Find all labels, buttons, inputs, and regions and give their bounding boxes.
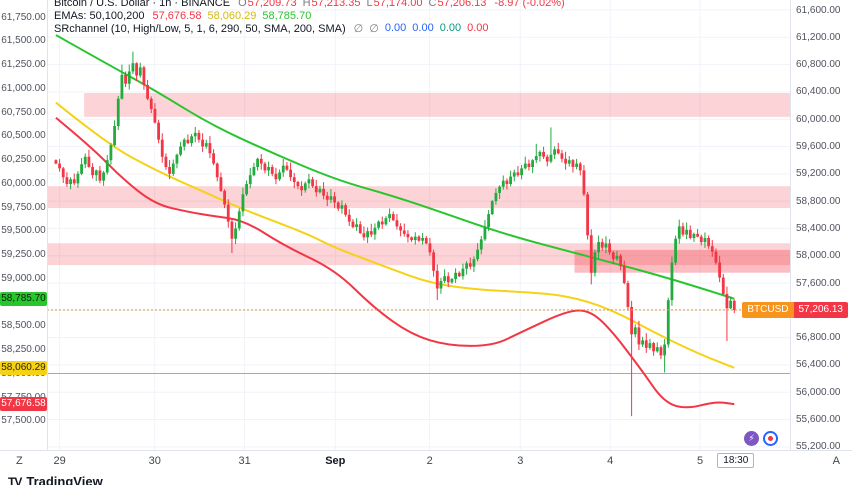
srchannel-values: ∅ ∅ 0.00 0.00 0.00 0.00 bbox=[354, 22, 489, 35]
left-price-label: 57,500.00 bbox=[1, 415, 46, 427]
grid-lines bbox=[47, 0, 790, 450]
bar-countdown-box: 18:30 bbox=[717, 453, 755, 468]
auto-scale-button[interactable]: A bbox=[832, 455, 840, 467]
time-label: 29 bbox=[53, 455, 66, 467]
right-price-label: 58,400.00 bbox=[796, 222, 841, 234]
ohlc-value: 57,174.00 bbox=[373, 0, 423, 9]
footer-bar: TV TradingView bbox=[0, 472, 852, 485]
srchannel-indicator-title: SRchannel (10, High/Low, 5, 1, 6, 290, 5… bbox=[54, 22, 346, 35]
tradingview-logo-text: TradingView bbox=[26, 474, 103, 485]
left-price-label: 61,250.00 bbox=[1, 59, 46, 71]
indicator-value: 0.00 bbox=[467, 22, 489, 34]
ema50-line bbox=[55, 116, 735, 409]
indicator-value: 57,676.58 bbox=[152, 9, 202, 22]
time-label: 2 bbox=[426, 455, 433, 467]
ohlc-value: 57,213.35 bbox=[311, 0, 361, 9]
ema-indicator-title: EMAs: 50,100,200 bbox=[54, 9, 145, 22]
lightning-icon: ⚡ bbox=[748, 433, 755, 443]
ohlc-letter: L bbox=[366, 0, 373, 9]
time-label: 5 bbox=[697, 455, 704, 467]
ema-value-badge: 58,785.70 bbox=[0, 291, 47, 306]
ema-value-badge: 57,676.58 bbox=[0, 397, 47, 412]
right-price-axis[interactable]: 61,600.00 61,200.00 60,800.00 60,400.00 60,0… bbox=[790, 0, 852, 453]
right-price-label: 57,600.00 bbox=[796, 277, 841, 289]
ohlc-value: 57,209.73 bbox=[247, 0, 297, 9]
left-price-label: 61,750.00 bbox=[1, 11, 46, 23]
time-label: 30 bbox=[148, 455, 161, 467]
time-axis[interactable]: Z 18:30 A 29 30 31 Sep 2 3 4 5 bbox=[0, 450, 852, 473]
indicator-value: 58,785.70 bbox=[262, 9, 312, 22]
ohlc-letter: C bbox=[428, 0, 437, 9]
left-price-label: 60,250.00 bbox=[1, 154, 46, 166]
right-price-label: 56,400.00 bbox=[796, 359, 841, 371]
sr-zones bbox=[47, 93, 790, 273]
ohlc-letter: H bbox=[302, 0, 311, 9]
left-price-label: 58,500.00 bbox=[1, 320, 46, 332]
ohlc-letter: O bbox=[238, 0, 247, 9]
right-price-label: 60,400.00 bbox=[796, 86, 841, 98]
right-price-label: 58,000.00 bbox=[796, 250, 841, 262]
right-price-label: 59,200.00 bbox=[796, 168, 841, 180]
ohlc-value: 57,206.13 bbox=[437, 0, 487, 9]
left-price-label: 60,750.00 bbox=[1, 106, 46, 118]
left-price-label: 59,000.00 bbox=[1, 272, 46, 284]
right-price-label: 61,600.00 bbox=[796, 4, 841, 16]
right-price-label: 59,600.00 bbox=[796, 141, 841, 153]
ema100-line bbox=[55, 101, 735, 369]
boost-button[interactable]: ⚡ bbox=[744, 431, 759, 446]
ema200-line bbox=[55, 34, 735, 300]
tradingview-logo-mark: TV bbox=[8, 474, 22, 485]
indicator-value: 0.00 bbox=[384, 22, 407, 34]
indicator-value: ∅ bbox=[369, 23, 379, 35]
chart-legend: Bitcoin / U.S. Dollar · 1h · BINANCE O57… bbox=[54, 0, 565, 35]
symbol-label: BTCUSD bbox=[742, 301, 794, 318]
left-price-axis[interactable]: 62,000.0061,750.0061,500.0061,250.0061,0… bbox=[0, 0, 48, 450]
chart-pane[interactable] bbox=[0, 0, 852, 450]
ohlc-values: O57,209.73 H57,213.35 L57,174.00 C57,206.13 bbox=[238, 0, 486, 9]
ema-values: 57,676.58 58,060.29 58,785.70 bbox=[153, 10, 312, 22]
symbol-title: Bitcoin / U.S. Dollar · 1h · BINANCE bbox=[54, 0, 231, 9]
srchannel-legend-row[interactable]: SRchannel (10, High/Low, 5, 1, 6, 290, 5… bbox=[54, 22, 565, 35]
left-price-label: 59,750.00 bbox=[1, 201, 46, 213]
target-button[interactable] bbox=[763, 431, 778, 446]
ema-legend-row[interactable]: EMAs: 50,100,200 57,676.58 58,060.29 58,78… bbox=[54, 9, 565, 22]
left-price-label: 59,250.00 bbox=[1, 249, 46, 261]
indicator-value: 58,060.29 bbox=[207, 9, 257, 22]
timezone-corner-label[interactable]: Z bbox=[16, 455, 23, 467]
right-price-label: 56,800.00 bbox=[796, 332, 841, 344]
right-price-label: 58,800.00 bbox=[796, 195, 841, 207]
ema-lines bbox=[55, 34, 735, 409]
last-price-badge: BTCUSD 57,206.13 bbox=[742, 301, 848, 318]
change-value: -8.97 (-0.02%) bbox=[494, 0, 565, 9]
indicator-value: ∅ bbox=[353, 23, 364, 35]
time-label: 4 bbox=[607, 455, 614, 467]
time-label: Sep bbox=[325, 455, 346, 467]
left-price-label: 60,500.00 bbox=[1, 130, 46, 142]
left-price-label: 58,250.00 bbox=[1, 344, 46, 356]
ema-value-badge: 58,060.29 bbox=[0, 360, 47, 375]
time-label: 3 bbox=[517, 455, 524, 467]
target-icon bbox=[763, 431, 778, 446]
last-price-value: 57,206.13 bbox=[793, 301, 848, 318]
left-price-label: 60,000.00 bbox=[1, 177, 46, 189]
left-price-label: 61,000.00 bbox=[1, 82, 46, 94]
right-price-label: 60,800.00 bbox=[796, 59, 841, 71]
right-price-label: 55,200.00 bbox=[796, 441, 841, 453]
tradingview-logo[interactable]: TV TradingView bbox=[8, 473, 103, 485]
candles-layer bbox=[54, 51, 736, 417]
right-price-label: 56,000.00 bbox=[796, 386, 841, 398]
indicator-value: 0.00 bbox=[412, 22, 434, 34]
right-price-label: 55,600.00 bbox=[796, 414, 841, 426]
right-price-label: 60,000.00 bbox=[796, 113, 841, 125]
symbol-legend-row[interactable]: Bitcoin / U.S. Dollar · 1h · BINANCE O57… bbox=[54, 0, 565, 9]
left-price-label: 61,500.00 bbox=[1, 35, 46, 47]
time-label: 31 bbox=[238, 455, 251, 467]
right-price-label: 61,200.00 bbox=[796, 31, 841, 43]
indicator-value: 0.00 bbox=[439, 22, 462, 34]
left-price-label: 59,500.00 bbox=[1, 225, 46, 237]
floating-widgets: ⚡ bbox=[744, 431, 778, 446]
